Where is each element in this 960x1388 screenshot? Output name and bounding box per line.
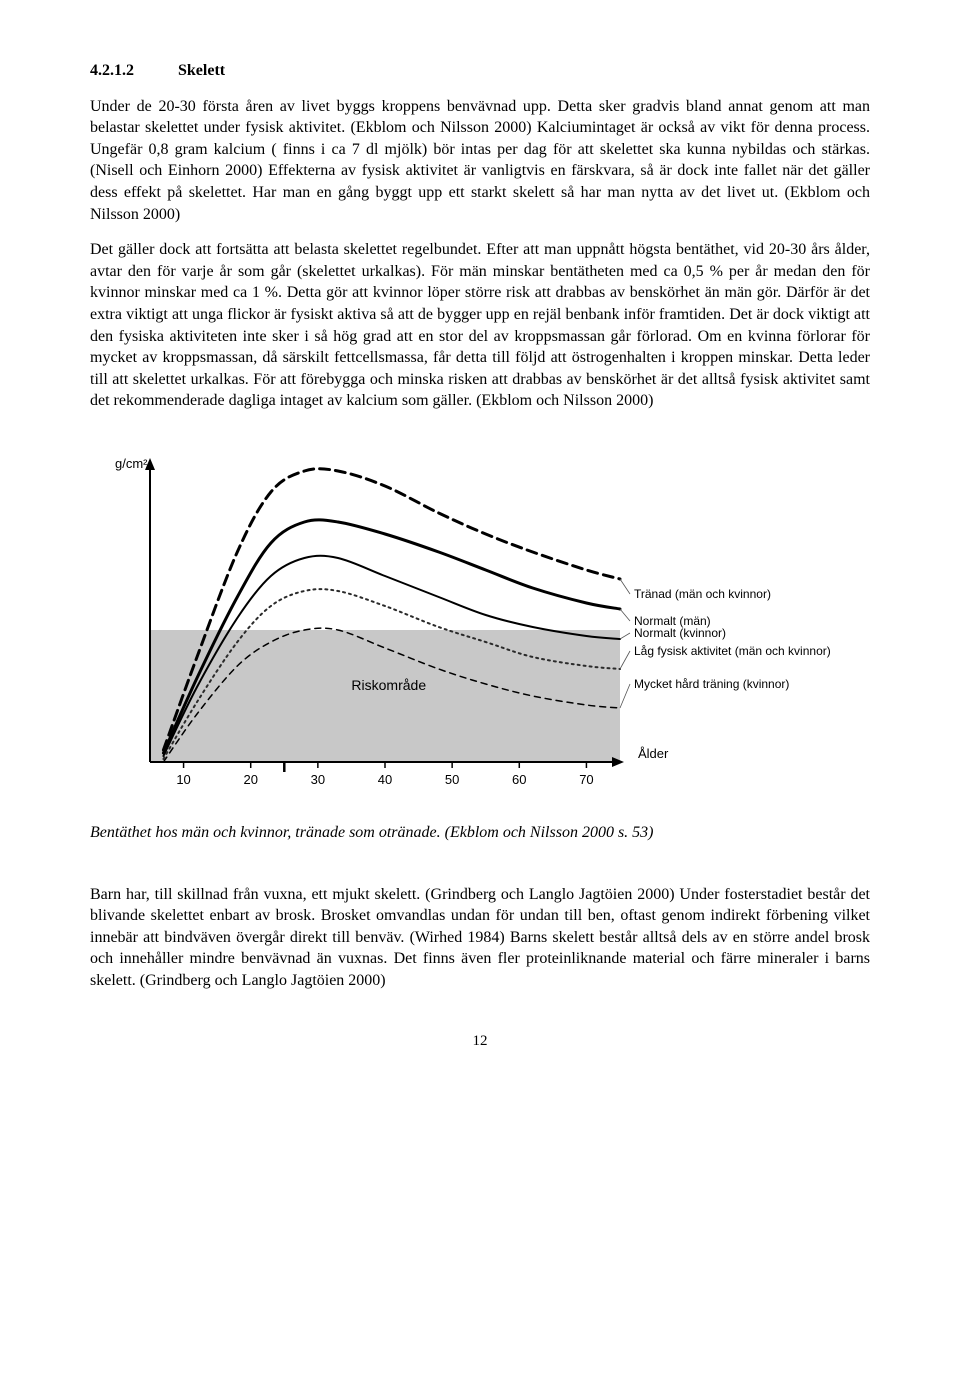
svg-text:10: 10 xyxy=(176,772,190,787)
svg-text:Ålder: Ålder xyxy=(638,746,669,761)
svg-text:g/cm²: g/cm² xyxy=(115,456,148,471)
svg-text:60: 60 xyxy=(512,772,526,787)
svg-text:30: 30 xyxy=(311,772,325,787)
svg-text:40: 40 xyxy=(378,772,392,787)
svg-text:Låg fysisk aktivitet (män och: Låg fysisk aktivitet (män och kvinnor) xyxy=(634,644,831,658)
section-heading: 4.2.1.2 Skelett xyxy=(90,60,870,82)
section-number: 4.2.1.2 xyxy=(90,60,134,82)
svg-text:20: 20 xyxy=(243,772,257,787)
svg-text:70: 70 xyxy=(579,772,593,787)
section-title: Skelett xyxy=(178,62,225,79)
figure-caption: Bentäthet hos män och kvinnor, tränade s… xyxy=(90,822,870,844)
page-number: 12 xyxy=(90,1031,870,1051)
svg-text:Tränad (män och kvinnor): Tränad (män och kvinnor) xyxy=(634,587,771,601)
bone-density-chart: g/cm² 10 20 30 40 50 60 70 Ålder Riskområde Tränad… xyxy=(90,442,870,802)
svg-text:Mycket hård träning (kvinnor): Mycket hård träning (kvinnor) xyxy=(634,677,789,691)
paragraph-3: Barn har, till skillnad från vuxna, ett … xyxy=(90,884,870,992)
chart-svg: g/cm² 10 20 30 40 50 60 70 Ålder Riskområde Tränad… xyxy=(90,442,850,802)
paragraph-2: Det gäller dock att fortsätta att belast… xyxy=(90,239,870,412)
svg-text:Normalt (kvinnor): Normalt (kvinnor) xyxy=(634,626,726,640)
svg-text:50: 50 xyxy=(445,772,459,787)
paragraph-1: Under de 20-30 första åren av livet bygg… xyxy=(90,96,870,226)
svg-text:Riskområde: Riskområde xyxy=(351,677,426,693)
